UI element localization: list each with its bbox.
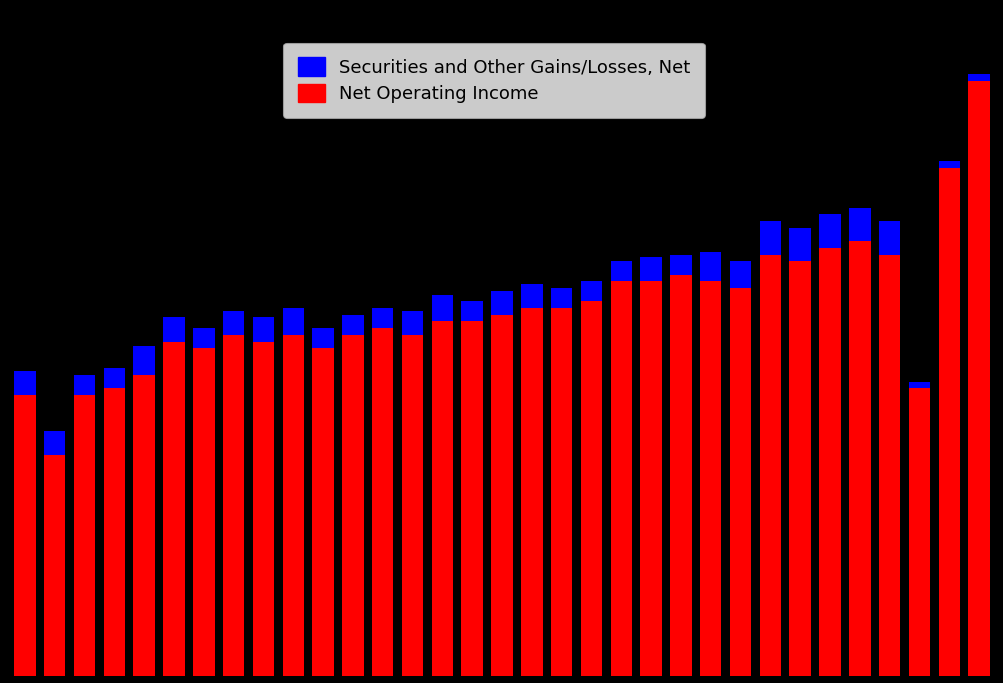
Bar <box>490 315 513 676</box>
Bar <box>133 375 154 676</box>
Bar <box>133 346 154 375</box>
Bar <box>193 328 215 348</box>
Bar <box>908 389 930 676</box>
Bar <box>849 241 870 676</box>
Bar <box>938 161 959 167</box>
Bar <box>163 342 185 676</box>
Bar <box>14 371 35 395</box>
Bar <box>580 301 602 676</box>
Bar <box>371 328 393 676</box>
Bar <box>818 248 840 676</box>
Bar <box>551 308 572 676</box>
Bar <box>640 257 661 281</box>
Bar <box>521 284 542 308</box>
Bar <box>431 294 452 322</box>
Bar <box>670 275 691 676</box>
Bar <box>788 261 810 676</box>
Bar <box>908 382 930 389</box>
Bar <box>193 348 215 676</box>
Bar <box>44 456 65 676</box>
Bar <box>223 311 244 335</box>
Bar <box>759 255 780 676</box>
Bar <box>401 335 423 676</box>
Bar <box>253 318 274 342</box>
Bar <box>878 255 900 676</box>
Bar <box>788 227 810 261</box>
Bar <box>312 348 333 676</box>
Bar <box>103 368 125 389</box>
Bar <box>342 335 363 676</box>
Bar <box>521 308 542 676</box>
Bar <box>699 252 721 281</box>
Bar <box>878 221 900 255</box>
Bar <box>610 281 632 676</box>
Bar <box>14 395 35 676</box>
Bar <box>610 261 632 281</box>
Bar <box>282 335 304 676</box>
Bar <box>699 281 721 676</box>
Bar <box>223 335 244 676</box>
Legend: Securities and Other Gains/Losses, Net, Net Operating Income: Securities and Other Gains/Losses, Net, … <box>283 43 704 117</box>
Bar <box>73 375 95 395</box>
Bar <box>163 318 185 342</box>
Bar <box>371 308 393 328</box>
Bar <box>729 288 750 676</box>
Bar <box>401 311 423 335</box>
Bar <box>44 431 65 456</box>
Bar <box>461 322 482 676</box>
Bar <box>103 389 125 676</box>
Bar <box>490 291 513 315</box>
Bar <box>282 308 304 335</box>
Bar <box>849 208 870 241</box>
Bar <box>580 281 602 301</box>
Bar <box>818 214 840 248</box>
Bar <box>551 288 572 308</box>
Bar <box>759 221 780 255</box>
Bar <box>968 74 989 81</box>
Bar <box>729 261 750 288</box>
Bar <box>640 281 661 676</box>
Bar <box>968 81 989 676</box>
Bar <box>73 395 95 676</box>
Bar <box>461 301 482 322</box>
Bar <box>431 322 452 676</box>
Bar <box>342 315 363 335</box>
Bar <box>253 342 274 676</box>
Bar <box>670 255 691 275</box>
Bar <box>938 167 959 676</box>
Bar <box>312 328 333 348</box>
